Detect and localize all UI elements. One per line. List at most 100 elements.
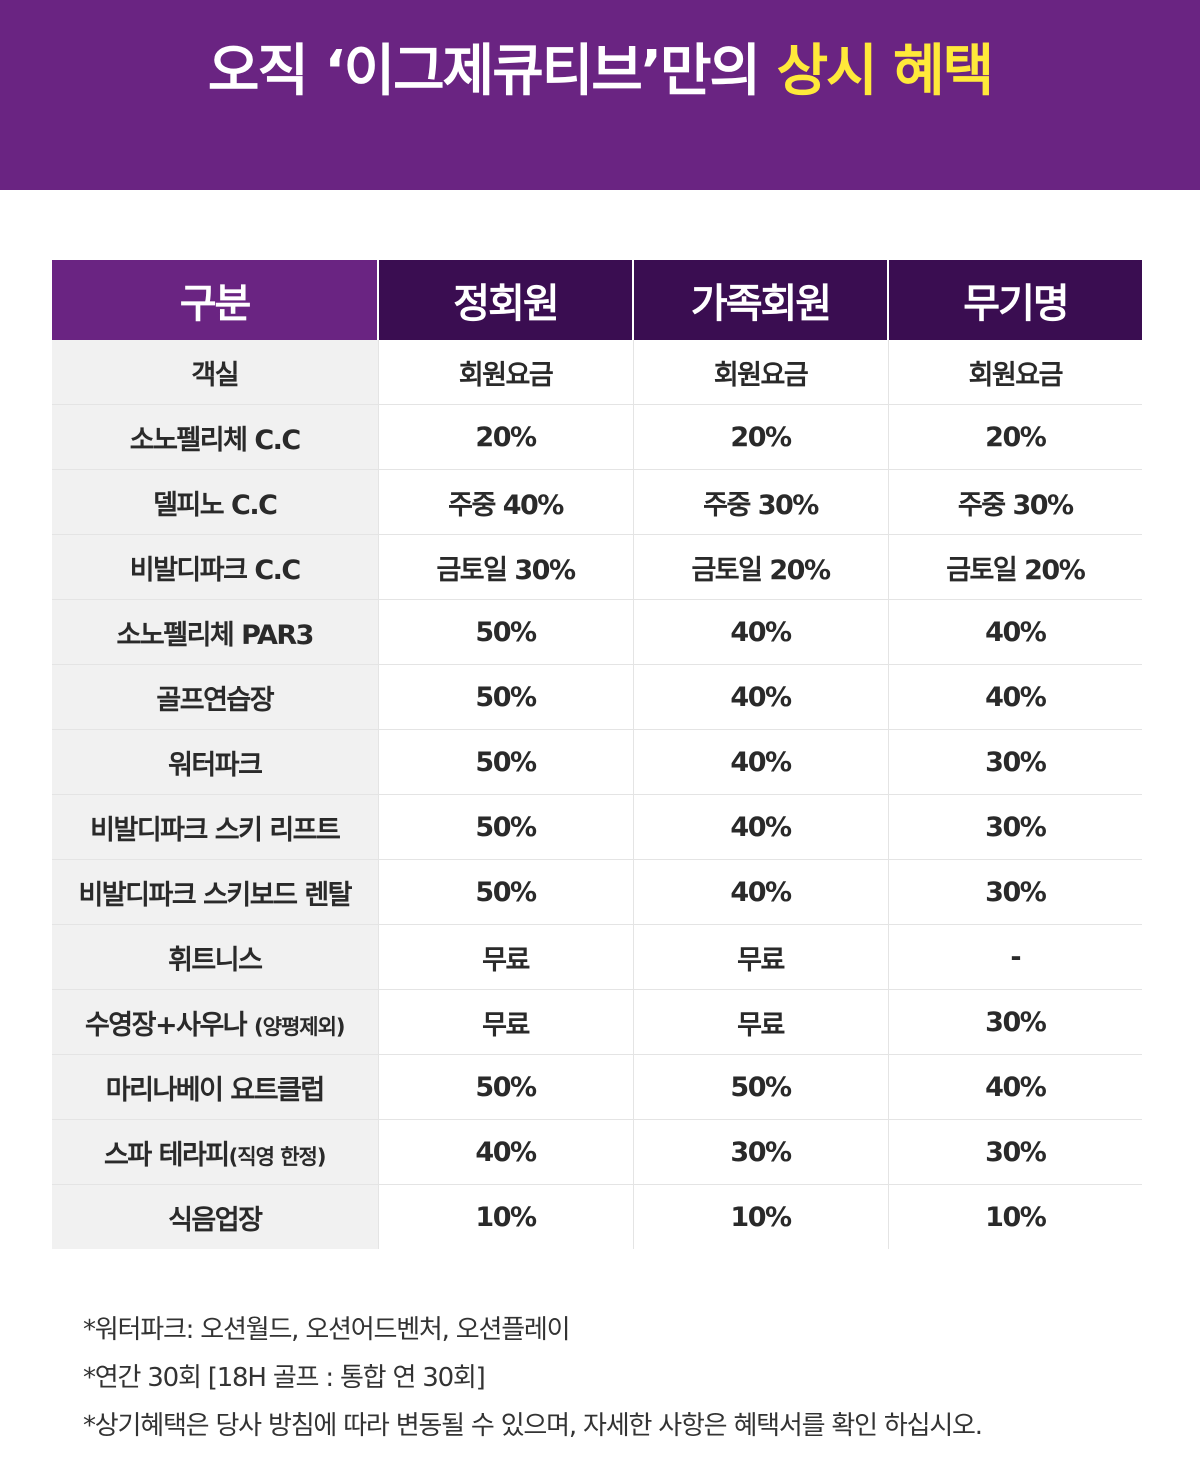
row-label-cell: 델피노 C.C xyxy=(52,469,379,535)
row-label: 소노펠리체 PAR3 xyxy=(116,619,315,651)
footnote: *워터파크: 오션월드, 오션어드벤처, 오션플레이 xyxy=(83,1315,571,1345)
value-family-member: 무료 xyxy=(633,924,889,990)
value-family-member: 회원요금 xyxy=(633,340,889,405)
table-row: 워터파크 50% 40% 30% xyxy=(52,729,1142,795)
value-anonymous: 40% xyxy=(888,599,1142,665)
row-label: 델피노 C.C xyxy=(153,489,278,521)
table-row: 마리나베이 요트클럽 50% 50% 40% xyxy=(52,1054,1142,1120)
row-label: 스파 테라피 xyxy=(104,1139,230,1171)
row-label-cell: 스파 테라피(직영 한정) xyxy=(52,1119,379,1185)
value-family-member: 30% xyxy=(633,1119,889,1185)
row-label: 수영장+사우나 xyxy=(84,1009,255,1041)
value-anonymous: 주중 30% xyxy=(888,469,1142,535)
row-label-cell: 객실 xyxy=(52,340,379,405)
table-row: 스파 테라피(직영 한정) 40% 30% 30% xyxy=(52,1119,1142,1185)
row-label-cell: 수영장+사우나 (양평제외) xyxy=(52,989,379,1055)
row-label-cell: 비발디파크 스키보드 렌탈 xyxy=(52,859,379,925)
row-label-cell: 휘트니스 xyxy=(52,924,379,990)
value-regular-member: 50% xyxy=(378,729,634,795)
header-anonymous: 무기명 xyxy=(888,260,1142,340)
value-regular-member: 금토일 30% xyxy=(378,534,634,600)
table-row: 델피노 C.C 주중 40% 주중 30% 주중 30% xyxy=(52,469,1142,535)
table-row: 식음업장 10% 10% 10% xyxy=(52,1184,1142,1249)
page-title-main: 오직 ‘이그제큐티브’만의 xyxy=(207,39,777,104)
header-category: 구분 xyxy=(52,260,379,340)
value-anonymous: 30% xyxy=(888,729,1142,795)
value-family-member: 40% xyxy=(633,599,889,665)
value-family-member: 금토일 20% xyxy=(633,534,889,600)
title-banner: 오직 ‘이그제큐티브’만의 상시 혜택 xyxy=(0,0,1200,190)
table-row: 비발디파크 스키 리프트 50% 40% 30% xyxy=(52,794,1142,860)
table-row: 소노펠리체 PAR3 50% 40% 40% xyxy=(52,599,1142,665)
value-family-member: 10% xyxy=(633,1184,889,1249)
value-regular-member: 주중 40% xyxy=(378,469,634,535)
row-label-cell: 소노펠리체 C.C xyxy=(52,404,379,470)
value-family-member: 40% xyxy=(633,794,889,860)
footnote: *상기혜택은 당사 방침에 따라 변동될 수 있으며, 자세한 사항은 혜택서를… xyxy=(83,1411,983,1441)
value-family-member: 50% xyxy=(633,1054,889,1120)
row-label: 워터파크 xyxy=(168,749,263,781)
value-regular-member: 40% xyxy=(378,1119,634,1185)
value-regular-member: 50% xyxy=(378,794,634,860)
value-family-member: 주중 30% xyxy=(633,469,889,535)
value-anonymous: 30% xyxy=(888,989,1142,1055)
row-label: 마리나베이 요트클럽 xyxy=(105,1074,325,1106)
table-row: 골프연습장 50% 40% 40% xyxy=(52,664,1142,730)
row-label: 객실 xyxy=(191,359,239,391)
page-title-highlight: 상시 혜택 xyxy=(776,39,995,104)
row-label-cell: 비발디파크 스키 리프트 xyxy=(52,794,379,860)
table-row: 비발디파크 C.C 금토일 30% 금토일 20% 금토일 20% xyxy=(52,534,1142,600)
value-anonymous: - xyxy=(888,924,1142,990)
value-family-member: 40% xyxy=(633,859,889,925)
row-label-cell: 비발디파크 C.C xyxy=(52,534,379,600)
table-row: 수영장+사우나 (양평제외) 무료 무료 30% xyxy=(52,989,1142,1055)
row-label: 휘트니스 xyxy=(168,944,263,976)
benefits-table: 구분 정회원 가족회원 무기명 객실 회원요금 회원요금 회원요금 소노펠리체 C.C 2… xyxy=(52,260,1142,1249)
row-label-note: (직영 한정) xyxy=(228,1144,327,1169)
row-label: 소노펠리체 C.C xyxy=(129,424,302,456)
row-label-cell: 워터파크 xyxy=(52,729,379,795)
value-regular-member: 회원요금 xyxy=(378,340,634,405)
value-anonymous: 30% xyxy=(888,859,1142,925)
page-title: 오직 ‘이그제큐티브’만의 상시 혜택 xyxy=(0,32,1200,112)
value-anonymous: 금토일 20% xyxy=(888,534,1142,600)
value-regular-member: 무료 xyxy=(378,924,634,990)
row-label-cell: 마리나베이 요트클럽 xyxy=(52,1054,379,1120)
value-regular-member: 20% xyxy=(378,404,634,470)
value-regular-member: 50% xyxy=(378,1054,634,1120)
value-family-member: 20% xyxy=(633,404,889,470)
value-anonymous: 10% xyxy=(985,1201,1047,1233)
row-label-cell: 골프연습장 xyxy=(52,664,379,730)
value-anonymous: 회원요금 xyxy=(888,340,1142,405)
value-family-member: 40% xyxy=(633,664,889,730)
value-regular-member: 무료 xyxy=(378,989,634,1055)
row-label: 식음업장 xyxy=(168,1204,263,1236)
table-body: 객실 회원요금 회원요금 회원요금 소노펠리체 C.C 20% 20% 20% 델피노 C.C 주… xyxy=(52,340,1142,1249)
row-label-cell: 식음업장 xyxy=(52,1184,379,1249)
value-regular-member: 50% xyxy=(378,664,634,730)
value-anonymous: 30% xyxy=(888,794,1142,860)
table-row: 비발디파크 스키보드 렌탈 50% 40% 30% xyxy=(52,859,1142,925)
row-label: 비발디파크 스키보드 렌탈 xyxy=(78,879,352,911)
footnote: *연간 30회 [18H 골프 : 통합 연 30회] xyxy=(83,1363,486,1393)
table-row: 객실 회원요금 회원요금 회원요금 xyxy=(52,340,1142,405)
row-label-cell: 소노펠리체 PAR3 xyxy=(52,599,379,665)
row-label: 비발디파크 스키 리프트 xyxy=(90,814,341,846)
footnotes: *워터파크: 오션월드, 오션어드벤처, 오션플레이 *연간 30회 [18H … xyxy=(83,1306,983,1450)
value-family-member: 무료 xyxy=(633,989,889,1055)
header-row: 구분 정회원 가족회원 무기명 xyxy=(52,260,1142,340)
table-row: 소노펠리체 C.C 20% 20% 20% xyxy=(52,404,1142,470)
value-anonymous: 20% xyxy=(888,404,1142,470)
table-header: 구분 정회원 가족회원 무기명 xyxy=(52,260,1142,340)
row-label: 비발디파크 C.C xyxy=(129,554,302,586)
header-family-member: 가족회원 xyxy=(633,260,889,340)
table-row: 휘트니스 무료 무료 - xyxy=(52,924,1142,990)
value-family-member: 40% xyxy=(633,729,889,795)
value-anonymous: 30% xyxy=(888,1119,1142,1185)
value-regular-member: 50% xyxy=(378,859,634,925)
value-anonymous: 40% xyxy=(888,1054,1142,1120)
value-regular-member: 50% xyxy=(378,599,634,665)
value-regular-member: 10% xyxy=(378,1184,634,1249)
header-regular-member: 정회원 xyxy=(378,260,634,340)
row-label: 골프연습장 xyxy=(156,684,274,716)
